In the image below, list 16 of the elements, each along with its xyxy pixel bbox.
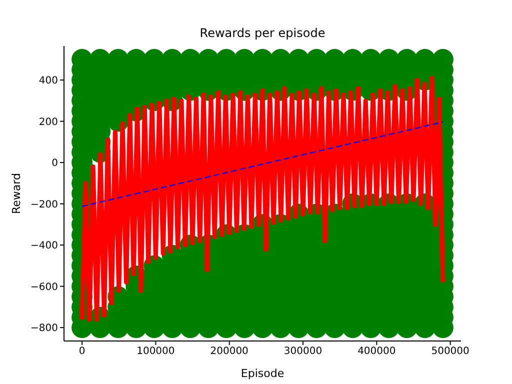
x-tick-label: 0	[78, 346, 86, 358]
y-tick-label: 0	[52, 158, 58, 170]
chart-title: Rewards per episode	[198, 26, 326, 40]
y-tick-label: −800	[30, 323, 58, 334]
x-tick-label: 200000	[210, 346, 248, 358]
x-tick-label: 400000	[358, 346, 396, 358]
x-tick-label: 300000	[284, 346, 322, 358]
y-tick-label: −200	[30, 199, 58, 210]
y-tick-label: 200	[38, 116, 58, 128]
x-tick-label: 100000	[136, 346, 175, 358]
y-tick-label: −600	[30, 282, 58, 293]
y-axis-title: Reward	[10, 173, 23, 214]
y-tick-label: 400	[38, 76, 58, 87]
x-tick-label: 500000	[431, 346, 470, 358]
y-tick-label: −400	[30, 240, 58, 252]
x-axis-title: Episode	[240, 367, 284, 380]
